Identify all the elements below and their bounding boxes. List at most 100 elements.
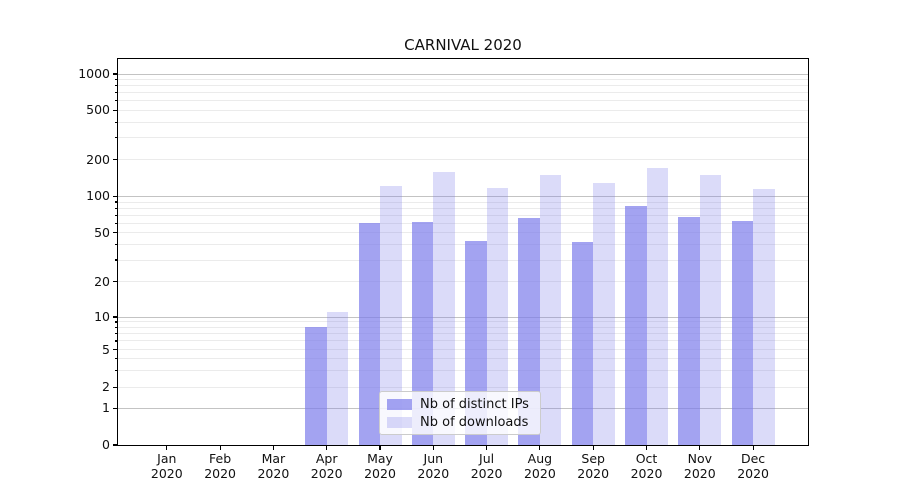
bar-distinct-ips-dec (731, 220, 754, 445)
bar-distinct-ips-apr (305, 327, 327, 445)
minor-gridline (118, 326, 808, 328)
gridline-2 (118, 386, 808, 388)
x-tick-year: 2020 (630, 466, 663, 481)
minor-gridline (118, 340, 808, 342)
bar-distinct-ips-oct (625, 205, 647, 445)
y-axis-tick-label: 200 (86, 151, 110, 167)
x-tick-mark-aug (539, 446, 541, 450)
y-minor-tick-mark (114, 326, 117, 329)
x-tick-mark-oct (645, 446, 648, 450)
legend-label-distinct-ips: Nb of distinct IPs (420, 396, 529, 412)
x-tick-year: 2020 (683, 466, 716, 481)
x-tick-mark-apr (326, 446, 328, 450)
x-tick-mark-dec (752, 446, 754, 450)
minor-gridline (118, 321, 808, 323)
y-minor-tick-mark (114, 201, 117, 203)
minor-gridline (118, 79, 808, 81)
gridline-200 (118, 159, 808, 161)
bar-downloads-may (380, 185, 402, 445)
x-tick-year: 2020 (150, 466, 183, 481)
gridline-100 (118, 196, 808, 197)
y-minor-tick-mark (114, 244, 117, 246)
x-tick-month: Sep (581, 451, 605, 466)
plot-area (117, 58, 809, 446)
x-axis-tick-label: Jun 2020 (406, 451, 460, 481)
y-axis-tick-label: 100 (86, 188, 110, 204)
y-tick-mark-1 (113, 407, 117, 409)
y-minor-tick-mark (114, 100, 117, 102)
minor-gridline (118, 358, 808, 360)
y-tick-mark-1000 (113, 73, 117, 75)
bar-downloads-sep (593, 183, 615, 445)
y-minor-tick-mark (114, 137, 117, 139)
minor-gridline (118, 207, 808, 209)
x-axis-tick-label: Dec 2020 (726, 451, 780, 481)
y-axis-tick-label: 0 (102, 437, 110, 452)
x-tick-year: 2020 (523, 466, 556, 481)
y-minor-tick-mark (114, 358, 117, 360)
bar-downloads-nov (699, 174, 722, 445)
legend-swatch-downloads (387, 416, 412, 428)
gridline-50 (118, 232, 808, 234)
bar-distinct-ips-sep (571, 242, 594, 445)
x-tick-month: Jul (479, 451, 495, 466)
x-tick-year: 2020 (417, 466, 450, 481)
x-tick-month: Jan (157, 451, 177, 466)
chart-title: CARNIVAL 2020 (404, 36, 522, 54)
bar-distinct-ips-aug (518, 218, 540, 445)
minor-gridline (118, 259, 808, 261)
x-axis-tick-label: Jan 2020 (140, 451, 194, 481)
y-minor-tick-mark (114, 369, 117, 372)
y-tick-mark-5 (113, 348, 117, 351)
x-tick-mark-nov (699, 446, 701, 450)
minor-gridline (118, 121, 808, 123)
x-tick-year: 2020 (310, 466, 343, 481)
x-tick-month: Mar (261, 451, 286, 466)
y-tick-mark-50 (113, 232, 117, 234)
y-tick-mark-0 (113, 444, 117, 446)
y-minor-tick-mark (114, 321, 117, 323)
x-axis-tick-label: May 2020 (353, 451, 407, 481)
y-axis-tick-label: 50 (94, 224, 110, 240)
gridline-10 (118, 316, 808, 318)
y-tick-mark-2 (113, 386, 117, 388)
x-tick-month: Aug (527, 451, 553, 466)
gridline-500 (118, 110, 808, 111)
x-tick-mark-mar (272, 446, 274, 450)
x-tick-month: Apr (315, 451, 338, 466)
y-axis-tick-label: 500 (86, 102, 110, 118)
minor-gridline (118, 370, 808, 372)
gridline-5 (118, 349, 808, 351)
minor-gridline (118, 214, 808, 216)
y-axis-tick-label: 5 (102, 341, 110, 357)
y-minor-tick-mark (114, 340, 117, 342)
y-minor-tick-mark (114, 121, 117, 124)
x-axis-tick-label: Aug 2020 (513, 451, 567, 481)
x-tick-month: Nov (687, 451, 712, 466)
y-axis-tick-label: 1000 (78, 66, 110, 81)
x-axis-tick-label: Nov 2020 (673, 451, 727, 481)
legend-label-downloads: Nb of downloads (420, 414, 529, 430)
gridline-1000 (118, 73, 808, 75)
x-axis-tick-label: Apr 2020 (300, 451, 354, 481)
x-tick-month: Oct (635, 451, 658, 466)
y-tick-mark-500 (113, 109, 117, 112)
bar-distinct-ips-jun (411, 222, 434, 445)
minor-gridline (118, 137, 808, 139)
minor-gridline (118, 100, 808, 102)
legend-row-distinct-ips: Nb of distinct IPs (380, 397, 540, 412)
y-tick-mark-10 (113, 316, 117, 318)
bar-downloads-apr (326, 312, 349, 445)
minor-gridline (118, 92, 808, 94)
y-tick-mark-200 (113, 158, 117, 161)
legend-row-downloads: Nb of downloads (380, 415, 540, 430)
y-minor-tick-mark (114, 207, 117, 209)
y-minor-tick-mark (114, 78, 117, 81)
y-tick-mark-20 (113, 281, 117, 283)
x-tick-year: 2020 (204, 466, 236, 481)
x-tick-year: 2020 (577, 466, 610, 481)
x-tick-mark-jan (166, 446, 168, 450)
y-minor-tick-mark (114, 333, 117, 335)
legend-swatch-distinct-ips (387, 398, 412, 410)
y-minor-tick-mark (114, 214, 117, 216)
